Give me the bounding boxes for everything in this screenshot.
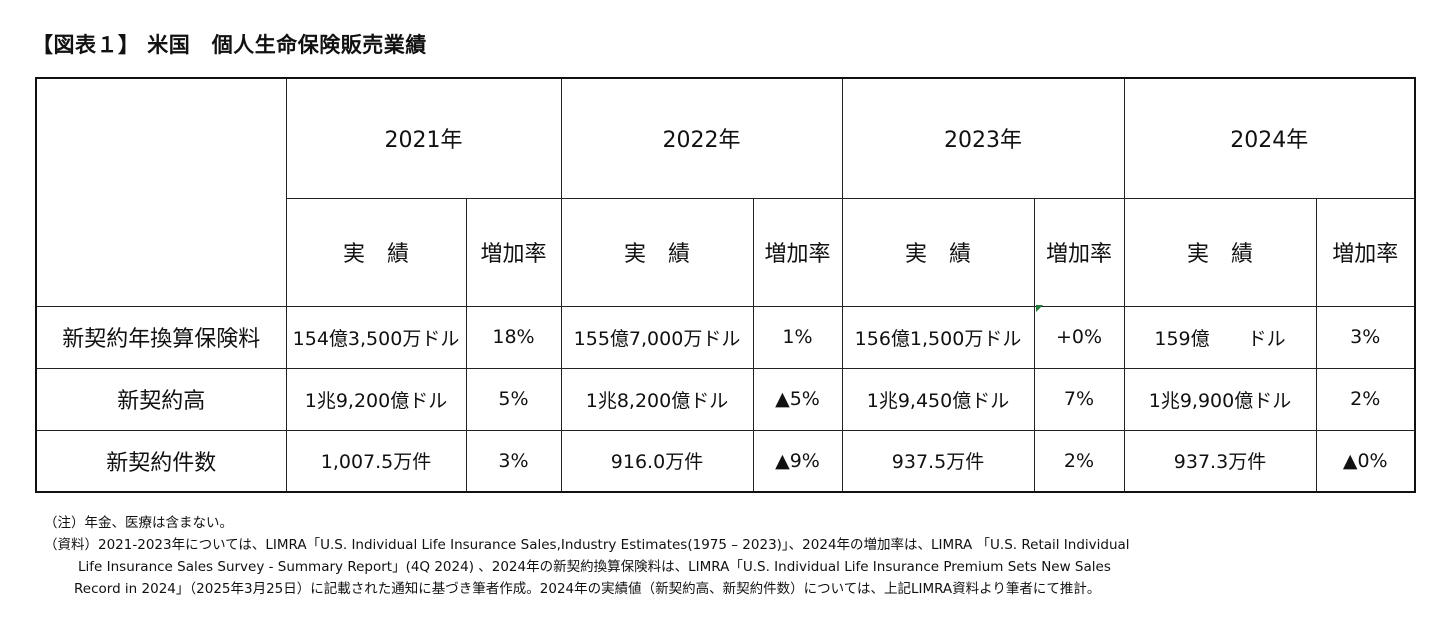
value-cell: 916.0万件	[560, 429, 754, 493]
rate-cell: 1%	[752, 305, 843, 369]
value-cell: 1兆9,450億ドル	[841, 367, 1035, 431]
sales-table: 2021年 2022年 2023年 2024年 実 績 増加率 実 績 増加率 …	[35, 77, 1416, 493]
value-cell: 154億3,500万ドル	[285, 305, 467, 369]
row-label: 新契約件数	[35, 429, 287, 493]
year-header-row: 2021年 2022年 2023年 2024年	[35, 77, 1416, 307]
row-label: 新契約年換算保険料	[35, 305, 287, 369]
rate-cell: ▲0%	[1315, 429, 1416, 493]
rate-cell: +0%	[1033, 305, 1125, 369]
value-cell: 156億1,500万ドル	[841, 305, 1035, 369]
page-title: 【図表１】 米国 個人生命保険販売業績	[32, 33, 427, 57]
actual-header: 実 績	[285, 197, 467, 307]
value-cell: 1兆9,200億ドル	[285, 367, 467, 431]
value-cell: 937.3万件	[1123, 429, 1317, 493]
rate-cell: 3%	[1315, 305, 1416, 369]
rate-header: 増加率	[465, 197, 562, 307]
table-row: 新契約件数 1,007.5万件 3% 916.0万件 ▲9% 937.5万件 2…	[35, 429, 1416, 493]
rate-header: 増加率	[752, 197, 843, 307]
corner-cell	[35, 77, 287, 307]
source-text: Record in 2024」（2025年3月25日）に記載された通知に基づき筆…	[74, 581, 1101, 597]
table-row: 新契約高 1兆9,200億ドル 5% 1兆8,200億ドル ▲5% 1兆9,45…	[35, 367, 1416, 431]
footnotes: （注）年金、医療は含まない。 （資料）2021-2023年については、LIMRA…	[44, 512, 1130, 600]
value-cell: 1兆9,900億ドル	[1123, 367, 1317, 431]
year-header: 2021年	[285, 77, 562, 199]
rate-cell: 7%	[1033, 367, 1125, 431]
year-header: 2023年	[841, 77, 1125, 199]
rate-cell: 18%	[465, 305, 562, 369]
rate-cell: 2%	[1033, 429, 1125, 493]
rate-cell: ▲5%	[752, 367, 843, 431]
rate-cell: 5%	[465, 367, 562, 431]
actual-header: 実 績	[1123, 197, 1317, 307]
value-cell: 155億7,000万ドル	[560, 305, 754, 369]
value-cell: 1,007.5万件	[285, 429, 467, 493]
actual-header: 実 績	[560, 197, 754, 307]
value-cell: 937.5万件	[841, 429, 1035, 493]
value-cell: 1兆8,200億ドル	[560, 367, 754, 431]
table-row: 新契約年換算保険料 154億3,500万ドル 18% 155億7,000万ドル …	[35, 305, 1416, 369]
rate-cell: 2%	[1315, 367, 1416, 431]
actual-header: 実 績	[841, 197, 1035, 307]
rate-cell: ▲9%	[752, 429, 843, 493]
rate-cell: 3%	[465, 429, 562, 493]
source-text: （資料）2021-2023年については、LIMRA「U.S. Individua…	[44, 537, 1130, 553]
rate-header: 増加率	[1315, 197, 1416, 307]
cell-comment-marker	[1036, 305, 1043, 312]
rate-header: 増加率	[1033, 197, 1125, 307]
value-cell: 159億 ドル	[1123, 305, 1317, 369]
year-header: 2024年	[1123, 77, 1416, 199]
row-label: 新契約高	[35, 367, 287, 431]
year-header: 2022年	[560, 77, 843, 199]
source-text: Life Insurance Sales Survey - Summary Re…	[78, 559, 1111, 575]
note-text: （注）年金、医療は含まない。	[44, 515, 233, 531]
